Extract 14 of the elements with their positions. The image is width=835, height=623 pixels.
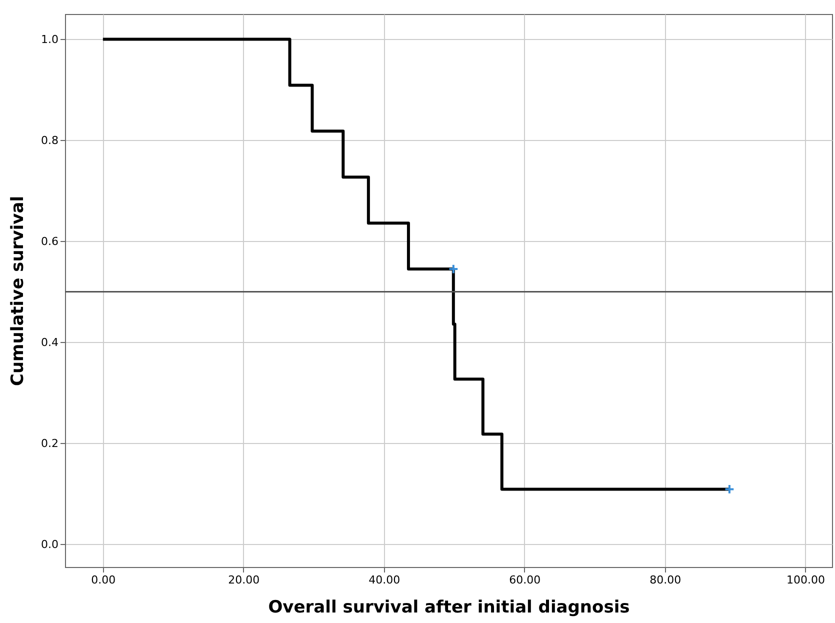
x-tick-label: 100.00 bbox=[786, 574, 826, 586]
y-tick-label: 0.0 bbox=[41, 538, 58, 551]
x-tick-label: 80.00 bbox=[650, 574, 682, 586]
y-tick-label: 0.6 bbox=[41, 234, 58, 248]
x-tick-label: 60.00 bbox=[509, 574, 541, 586]
x-tick-label: 40.00 bbox=[368, 574, 400, 586]
y-axis-title: Cumulative survival bbox=[8, 196, 28, 386]
y-tick-label: 0.4 bbox=[41, 336, 58, 349]
x-axis-title: Overall survival after initial diagnosis bbox=[268, 598, 630, 618]
y-tick-label: 1.0 bbox=[41, 32, 58, 46]
x-tick-label: 0.00 bbox=[91, 574, 116, 586]
x-tick-label: 20.00 bbox=[228, 574, 260, 586]
y-tick-label: 0.2 bbox=[41, 436, 58, 450]
y-tick-label: 0.8 bbox=[41, 134, 58, 147]
